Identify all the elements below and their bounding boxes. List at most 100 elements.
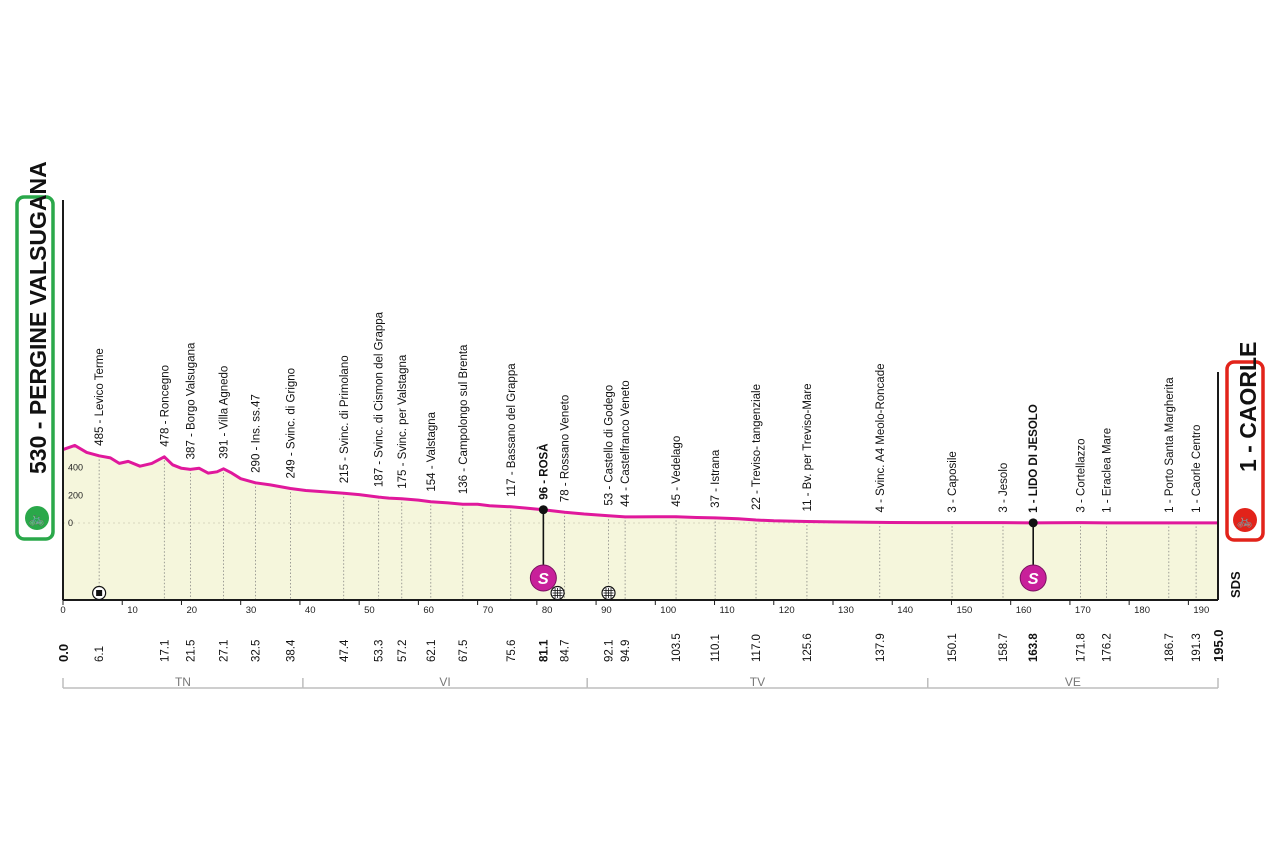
x-tick-label: 140 (897, 605, 913, 616)
waypoint-km: 125.6 (802, 633, 814, 662)
cyclist-finish-glyph: 🚲 (1237, 513, 1253, 528)
sprint-point (538, 505, 548, 515)
x-tick-label: 190 (1193, 605, 1209, 616)
cyclist-start-icon (25, 506, 49, 530)
sprint-s-icon (529, 564, 557, 592)
cyclist-start-glyph: 🚲 (29, 511, 45, 526)
waypoint-km: 62.1 (426, 640, 438, 662)
waypoint-km: 171.8 (1076, 633, 1088, 662)
x-tick-label: 130 (838, 605, 854, 616)
finish-km: 195.0 (1211, 629, 1226, 662)
waypoint-name: 37 - Istrana (710, 449, 722, 508)
waypoint-name: 136 - Campolongo sul Brenta (458, 344, 470, 494)
waypoint-name: 175 - Svinc. per Valstagna (397, 354, 409, 489)
waypoint-km: 186.7 (1164, 633, 1176, 662)
waypoint-name: 387 - Borgo Valsugana (185, 342, 197, 459)
waypoint-km: 137.9 (875, 633, 887, 662)
sprint-point (1028, 518, 1038, 528)
sprint-s-glyph: S (1028, 571, 1039, 588)
waypoint-km: 94.9 (620, 640, 632, 662)
waypoint-name: 96 - ROSÀ (537, 443, 550, 499)
x-tick-label: 100 (660, 605, 676, 616)
waypoint-name: 187 - Svinc. di Cismon del Grappa (374, 311, 386, 487)
waypoint-name: 3 - Cortellazzo (1076, 438, 1088, 512)
start-km: 0.0 (56, 644, 71, 662)
x-tick-label: 10 (127, 605, 138, 616)
waypoint-name: 78 - Rossano Veneto (560, 395, 572, 502)
waypoint-km: 191.3 (1191, 633, 1203, 662)
sprint-s-glyph: S (538, 571, 549, 588)
province-label: VE (1065, 675, 1081, 689)
profile-line (62, 443, 1218, 525)
x-tick-label: 80 (542, 605, 553, 616)
waypoint-km: 176.2 (1102, 633, 1114, 662)
waypoint-km: 38.4 (285, 639, 297, 662)
x-tick-label: 170 (1075, 605, 1091, 616)
cyclist-finish-icon (1233, 508, 1257, 532)
waypoint-name: 45 - Vedelago (671, 436, 683, 507)
x-tick-label: 40 (305, 605, 316, 616)
waypoint-name: 485 - Levico Terme (94, 348, 106, 446)
waypoint-km: 47.4 (339, 639, 351, 662)
waypoint-name: 3 - Jesolo (998, 463, 1010, 513)
waypoint-km: 103.5 (671, 633, 683, 662)
waypoint-name: 53 - Castello di Godego (604, 385, 616, 506)
province-label: TV (750, 675, 765, 689)
waypoint-km: 158.7 (998, 633, 1010, 662)
y-tick-label: 200 (68, 490, 83, 500)
finish-box (1225, 360, 1265, 542)
waypoint-km: 57.2 (397, 640, 409, 662)
waypoint-km: 21.5 (185, 640, 197, 662)
waypoint-name: 1 - Caorle Centro (1191, 425, 1203, 513)
waypoint-km: 92.1 (604, 640, 616, 662)
start-marker: 530 - PERGINE VALSUGANA 🚲 (15, 161, 55, 541)
waypoint-km: 81.1 (538, 639, 550, 662)
x-tick-label: 60 (423, 605, 434, 616)
y-tick-label: 0 (68, 518, 73, 528)
profile-area (63, 445, 1218, 600)
waypoint-name: 1 - Porto Santa Margherita (1164, 377, 1176, 513)
x-tick-label: 20 (186, 605, 197, 616)
x-tick-label: 90 (601, 605, 612, 616)
waypoint-name: 22 - Treviso- tangenziale (751, 384, 763, 510)
waypoint-km: 150.1 (947, 633, 959, 662)
waypoint-km: 53.3 (374, 640, 386, 662)
x-tick-label: 110 (720, 605, 735, 616)
waypoint-km: 163.8 (1028, 633, 1040, 662)
waypoint-km: 117.0 (751, 634, 763, 662)
province-label: TN (175, 675, 191, 689)
waypoint-km: 32.5 (251, 640, 263, 662)
x-tick-label: 50 (364, 605, 375, 616)
waypoint-km: 6.1 (94, 646, 106, 662)
province-label: VI (439, 675, 450, 689)
finish-label: 1 - CAORLE (1235, 342, 1261, 472)
waypoint-name: 290 - Ins. ss.47 (251, 394, 263, 473)
waypoint-name: 44 - Castelfranco Veneto (620, 380, 632, 507)
waypoint-name: 154 - Valstagna (426, 411, 438, 491)
brand-mark: SDS (1228, 571, 1243, 598)
x-tick-label: 120 (779, 605, 795, 616)
start-label: 530 - PERGINE VALSUGANA (25, 161, 51, 474)
x-tick-label: 70 (483, 605, 494, 616)
waypoint-name: 478 - Roncegno (159, 365, 171, 447)
feed-zone-glyph (96, 590, 103, 596)
waypoint-km: 17.1 (159, 640, 171, 662)
y-tick-label: 400 (68, 463, 83, 473)
waypoint-name: 391 - Villa Agnedo (219, 366, 231, 459)
x-tick-label: 30 (246, 605, 257, 616)
waypoint-name: 117 - Bassano del Grappa (506, 363, 518, 497)
waypoint-name: 215 - Svinc. di Primolano (339, 355, 351, 483)
x-tick-label: 160 (1016, 605, 1032, 616)
start-box (15, 195, 55, 541)
waypoint-km: 27.1 (219, 640, 231, 662)
waypoint-name: 4 - Svinc. A4 Meolo-Roncade (875, 363, 887, 512)
waypoint-name: 1 - Eraclea Mare (1102, 428, 1114, 513)
sprint-s-icon (1019, 564, 1047, 592)
waypoint-km: 75.6 (506, 640, 518, 662)
x-tick-label: 180 (1134, 605, 1150, 616)
finish-marker: 1 - CAORLE 🚲 (1225, 342, 1265, 542)
waypoint-name: 11 - Bv. per Treviso-Mare (802, 383, 814, 511)
x-tick-label: 0 (60, 605, 65, 616)
